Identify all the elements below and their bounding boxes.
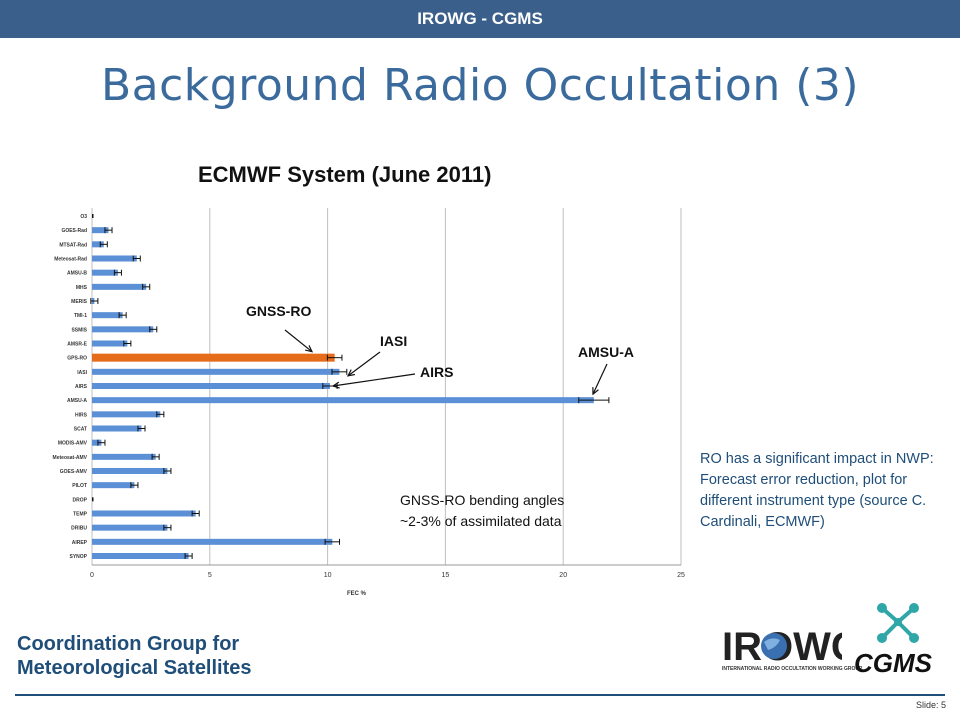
bar [92, 312, 123, 319]
y-category-label: AMSU-B [67, 271, 87, 277]
x-tick-label: 20 [559, 572, 567, 579]
y-category-label: SCAT [74, 427, 87, 433]
y-category-label: GPS-RO [67, 356, 87, 362]
x-tick-label: 5 [208, 572, 212, 579]
y-category-label: AMSU-A [67, 398, 87, 404]
slide-number: Slide: 5 [915, 700, 946, 710]
bar [92, 497, 94, 502]
bar [92, 524, 168, 531]
irowg-logo-graphic: IROWG [722, 625, 842, 669]
y-category-label: MHS [76, 285, 88, 291]
bar [92, 227, 109, 234]
chart-container: ECMWF System (June 2011) 0 5 10 15 20 25 FEC %… [30, 150, 690, 610]
y-category-label: Meteosat-Rad [54, 257, 87, 263]
bar [92, 326, 154, 333]
annotation-arrow [592, 363, 608, 395]
bar [92, 553, 189, 559]
y-category-label: GOES-Rad [61, 228, 87, 234]
annotation-arrow [332, 373, 416, 387]
bar [92, 269, 118, 276]
bar [92, 411, 161, 418]
bar [92, 340, 128, 347]
y-category-label: PILOT [72, 483, 87, 489]
y-category-label: MODIS-AMV [58, 441, 88, 447]
y-category-label: AIREP [72, 540, 88, 546]
chart-title: ECMWF System (June 2011) [198, 162, 492, 187]
y-category-label: HIRS [75, 412, 88, 418]
y-category-label: TMI-1 [74, 313, 87, 319]
bar [92, 453, 156, 460]
x-tick-label: 15 [442, 572, 450, 579]
y-category-label: AIRS [75, 384, 88, 390]
globe-land-icon [764, 638, 780, 650]
y-category-label: MTSAT-Rad [59, 242, 87, 248]
bar-chart: 0 5 10 15 20 25 FEC % O3 GOES-Rad MTSAT-Rad Meteos… [53, 208, 685, 597]
bar [92, 425, 142, 432]
bar [92, 353, 335, 362]
annotation-arrow [347, 351, 381, 377]
bar [92, 468, 168, 474]
slide-title: Background Radio Occultation (3) [100, 60, 860, 111]
y-category-label: SSMIS [71, 327, 87, 333]
x-axis-label: FEC % [347, 591, 367, 597]
cgms-logo-text: CGMS [854, 648, 932, 678]
bar [92, 482, 135, 489]
annotation-label: GNSS-RO [246, 303, 311, 319]
y-category-label: AMSR-E [67, 342, 87, 348]
y-category-label: Meteosat-AMV [53, 455, 88, 461]
cgms-logo: CGMS [846, 600, 946, 680]
bar [92, 214, 94, 218]
irowg-logo-subtitle: INTERNATIONAL RADIO OCCULTATION WORKING … [722, 666, 863, 672]
annotation-arrowhead [592, 387, 599, 396]
y-category-label: TEMP [73, 512, 88, 518]
chart-note-line: GNSS-RO bending angles [400, 492, 564, 508]
annotation-arrowhead [346, 369, 355, 377]
side-note: RO has a significant impact in NWP: Fore… [700, 451, 934, 530]
bar [92, 368, 340, 375]
bar [92, 397, 594, 404]
x-tick-label: 10 [324, 572, 332, 579]
annotation-label: AIRS [420, 364, 453, 380]
bar [92, 255, 137, 262]
header-bar: IROWG - CGMS [0, 0, 960, 38]
y-category-label: MERIS [71, 299, 88, 305]
y-category-label: O3 [80, 214, 87, 220]
bar [92, 538, 333, 545]
org-name-line2: Meteorological Satellites [17, 657, 252, 679]
irowg-logo: IROWG INTERNATIONAL RADIO OCCULTATION WO… [722, 618, 862, 676]
annotation-arrowhead [331, 381, 340, 389]
org-name-line1: Coordination Group for [17, 633, 240, 655]
bar [92, 510, 196, 517]
x-tick-label: 0 [90, 572, 94, 579]
annotation-arrowhead [305, 345, 314, 353]
bar [92, 241, 104, 248]
y-category-label: DRIBU [71, 526, 87, 532]
y-category-label: SYNOP [69, 554, 87, 560]
annotation-label: IASI [380, 333, 407, 349]
y-category-label: DROP [73, 497, 88, 503]
bar [92, 383, 330, 389]
annotation-label: AMSU-A [578, 344, 634, 360]
bar [92, 439, 102, 446]
cgms-satellite-icon [877, 603, 919, 643]
org-name: Coordination Group for Meteorological Sa… [17, 632, 252, 680]
x-tick-label: 25 [677, 572, 685, 579]
chart-note-line: ~2-3% of assimilated data [400, 513, 562, 529]
y-category-label: IASI [77, 370, 87, 376]
y-category-label: GOES-AMV [60, 469, 88, 475]
footer-divider [15, 694, 945, 696]
annotation-arrow [284, 329, 313, 353]
header-bar-text: IROWG - CGMS [417, 9, 543, 28]
bar [92, 283, 147, 290]
